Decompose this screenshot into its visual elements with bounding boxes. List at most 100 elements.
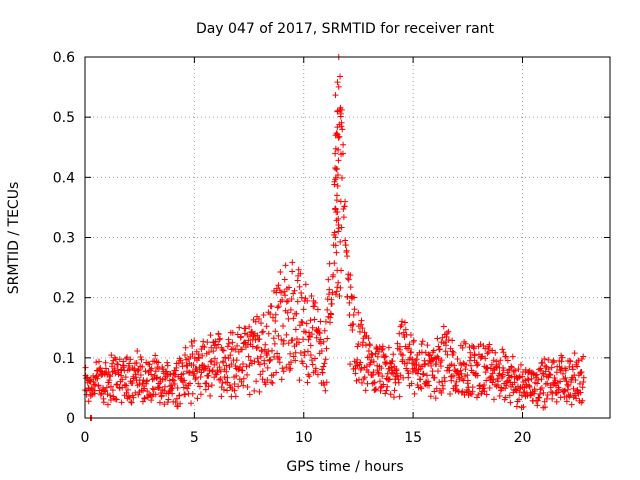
data-point bbox=[205, 363, 212, 370]
data-point bbox=[444, 330, 451, 337]
data-point bbox=[443, 342, 450, 349]
data-point bbox=[410, 337, 417, 344]
data-point bbox=[177, 400, 184, 407]
data-point bbox=[481, 388, 488, 395]
data-point bbox=[280, 341, 287, 348]
data-point bbox=[259, 376, 266, 383]
data-point bbox=[300, 306, 307, 313]
data-point bbox=[518, 392, 525, 399]
data-point bbox=[332, 176, 339, 183]
data-point bbox=[333, 192, 340, 199]
data-point bbox=[196, 366, 203, 373]
data-point bbox=[116, 356, 123, 363]
data-point bbox=[400, 374, 407, 381]
data-point bbox=[207, 392, 214, 399]
data-point bbox=[184, 385, 191, 392]
data-point bbox=[503, 353, 510, 360]
data-point bbox=[374, 353, 381, 360]
data-point bbox=[150, 375, 157, 382]
data-point bbox=[83, 375, 90, 382]
data-point bbox=[385, 344, 392, 351]
data-point bbox=[396, 343, 403, 350]
data-point bbox=[323, 379, 330, 386]
data-point bbox=[113, 396, 120, 403]
data-point bbox=[369, 351, 376, 358]
data-point bbox=[176, 392, 183, 399]
data-point bbox=[484, 350, 491, 357]
data-point bbox=[324, 296, 331, 303]
data-point bbox=[251, 358, 258, 365]
data-point bbox=[194, 395, 201, 402]
data-point bbox=[464, 377, 471, 384]
data-point bbox=[287, 365, 294, 372]
data-point bbox=[244, 331, 251, 338]
chart-title: Day 047 of 2017, SRMTID for receiver ran… bbox=[196, 21, 495, 37]
data-point bbox=[259, 368, 266, 375]
data-point bbox=[525, 376, 532, 383]
data-point bbox=[484, 364, 491, 371]
data-point bbox=[278, 289, 285, 296]
data-point bbox=[502, 385, 509, 392]
data-point bbox=[107, 383, 114, 390]
data-point bbox=[192, 376, 199, 383]
data-point bbox=[379, 373, 386, 380]
data-point bbox=[216, 376, 223, 383]
data-point bbox=[213, 344, 220, 351]
data-point bbox=[242, 325, 249, 332]
data-point bbox=[362, 387, 369, 394]
data-point bbox=[267, 356, 274, 363]
data-point bbox=[366, 341, 373, 348]
data-point bbox=[307, 317, 314, 324]
data-point bbox=[272, 318, 279, 325]
data-point bbox=[292, 349, 299, 356]
data-point bbox=[188, 338, 195, 345]
data-point bbox=[538, 376, 545, 383]
data-point bbox=[256, 336, 263, 343]
data-point bbox=[254, 355, 261, 362]
data-point bbox=[327, 314, 334, 321]
data-point bbox=[169, 385, 176, 392]
data-point bbox=[289, 337, 296, 344]
data-point bbox=[334, 108, 341, 115]
data-point bbox=[562, 374, 569, 381]
data-point bbox=[308, 292, 315, 299]
data-point bbox=[486, 341, 493, 348]
data-point bbox=[370, 358, 377, 365]
y-tick-label: 0.3 bbox=[53, 231, 75, 247]
data-point bbox=[370, 369, 377, 376]
data-point bbox=[420, 371, 427, 378]
data-point bbox=[472, 371, 479, 378]
data-point bbox=[192, 374, 199, 381]
data-point bbox=[332, 234, 339, 241]
data-point bbox=[314, 371, 321, 378]
data-point bbox=[278, 376, 285, 383]
data-point bbox=[333, 288, 340, 295]
data-point bbox=[213, 359, 220, 366]
data-point bbox=[95, 382, 102, 389]
data-point bbox=[307, 342, 314, 349]
data-point bbox=[265, 330, 272, 337]
data-point bbox=[120, 362, 127, 369]
data-point bbox=[542, 381, 549, 388]
data-point bbox=[387, 391, 394, 398]
data-point bbox=[324, 335, 331, 342]
data-point bbox=[220, 358, 227, 365]
data-point bbox=[487, 365, 494, 372]
data-point bbox=[498, 385, 505, 392]
data-point bbox=[270, 335, 277, 342]
data-point bbox=[458, 370, 465, 377]
data-point bbox=[269, 347, 276, 354]
data-point bbox=[540, 371, 547, 378]
data-point bbox=[90, 381, 97, 388]
data-point bbox=[389, 358, 396, 365]
data-point bbox=[339, 126, 346, 133]
data-point bbox=[256, 388, 263, 395]
data-point bbox=[272, 311, 279, 318]
data-point bbox=[275, 303, 282, 310]
data-point bbox=[203, 380, 210, 387]
data-point bbox=[496, 393, 503, 400]
data-point bbox=[323, 345, 330, 352]
data-point bbox=[405, 345, 412, 352]
data-point bbox=[199, 362, 206, 369]
data-point bbox=[442, 348, 449, 355]
